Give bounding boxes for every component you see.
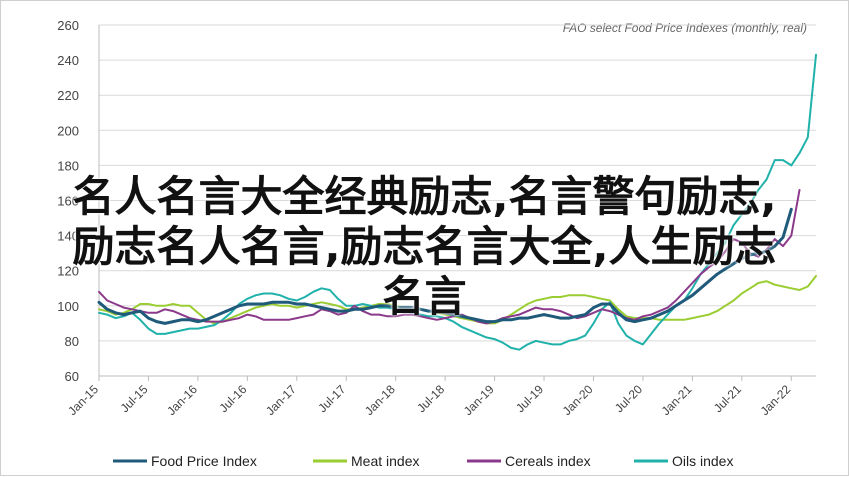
x-tick-label: Jul-16 <box>216 382 249 415</box>
y-tick-label: 260 <box>57 18 79 33</box>
legend-label: Oils index <box>672 453 733 469</box>
y-tick-label: 180 <box>57 158 79 173</box>
series-line-food-price-index <box>97 207 793 325</box>
x-tick-label: Jul-21 <box>711 382 744 415</box>
y-tick-label: 80 <box>65 334 79 349</box>
y-tick-label: 220 <box>57 88 79 103</box>
legend-label: Cereals index <box>505 453 591 469</box>
x-tick-label: Jan-15 <box>65 382 101 418</box>
legend-label: Meat index <box>351 453 419 469</box>
x-tick-label: Jan-17 <box>263 382 299 418</box>
y-tick-label: 60 <box>65 369 79 384</box>
plot-area <box>97 53 817 351</box>
x-tick-label: Jan-18 <box>362 382 398 418</box>
x-tick-label: Jul-19 <box>513 382 546 415</box>
x-tick-label: Jan-19 <box>461 382 497 418</box>
y-tick-label: 140 <box>57 229 79 244</box>
y-tick-label: 120 <box>57 264 79 279</box>
x-tick-label: Jul-20 <box>612 382 645 415</box>
legend: Food Price Index Meat index Cereals index O… <box>113 453 733 469</box>
y-tick-label: 240 <box>57 53 79 68</box>
x-tick-label: Jul-17 <box>315 382 348 415</box>
x-tick-label: Jan-16 <box>164 382 200 418</box>
chart-subtitle: FAO select Food Price Indexes (monthly, … <box>563 21 807 35</box>
y-tick-label: 100 <box>57 299 79 314</box>
y-axis: 60 80 100 120 140 160 180 200 220 240 260 <box>57 18 100 384</box>
x-tick-label: Jan-21 <box>659 382 695 418</box>
x-tick-label: Jan-22 <box>758 382 794 418</box>
x-tick-label: Jul-18 <box>414 382 447 415</box>
y-tick-label: 160 <box>57 194 79 209</box>
y-tick-label: 200 <box>57 123 79 138</box>
gridlines <box>99 24 816 377</box>
series-line-cereals-index <box>98 189 801 325</box>
x-tick-label: Jul-15 <box>118 382 151 415</box>
x-axis: Jan-15 Jul-15 Jan-16 Jul-16 Jan-17 Jul-17 Jan-… <box>65 375 816 418</box>
x-tick-label: Jan-20 <box>560 382 596 418</box>
legend-label: Food Price Index <box>151 453 257 469</box>
